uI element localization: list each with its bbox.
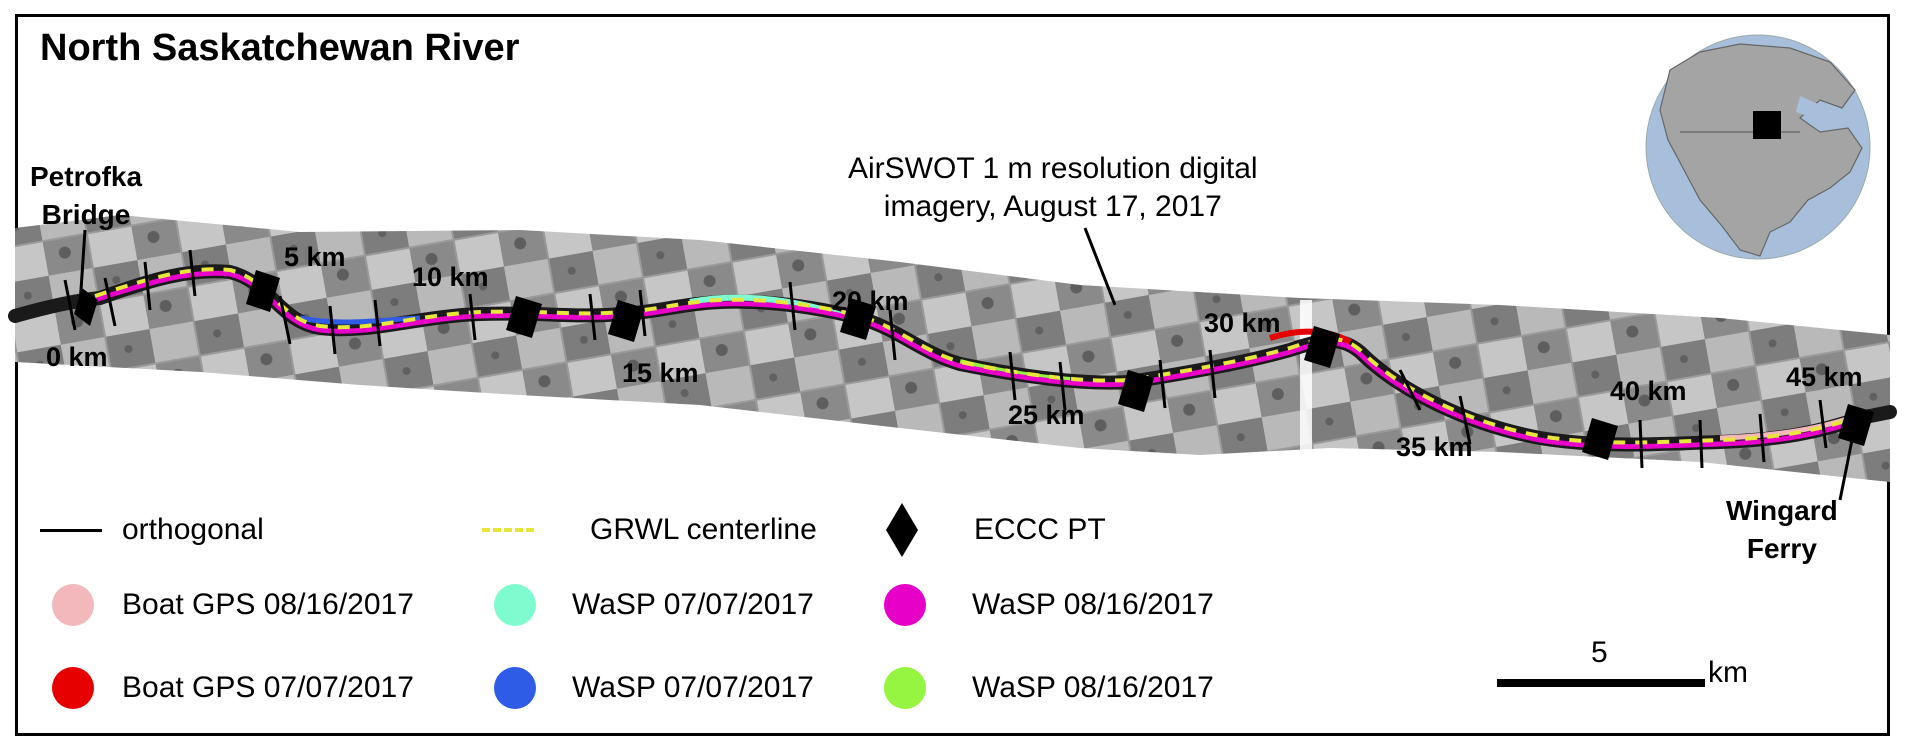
imagery-strip	[15, 215, 1890, 482]
legend-wasp-0707-blue: WaSP 07/07/2017	[494, 663, 814, 713]
imagery-note-line1: AirSWOT 1 m resolution digital	[848, 152, 1258, 185]
line-icon	[40, 528, 102, 532]
eccc-pt-marker	[506, 296, 542, 338]
circle-icon	[52, 667, 94, 709]
scale-bar-unit: km	[1708, 656, 1748, 689]
legend-label: Boat GPS 08/16/2017	[122, 588, 414, 621]
km-marker-15: 15 km	[622, 358, 699, 388]
legend-wasp-0816-lime: WaSP 08/16/2017	[884, 663, 1214, 713]
eccc-pt-marker	[1118, 370, 1154, 412]
km-marker-40: 40 km	[1610, 376, 1687, 406]
eccc-pt-marker	[1582, 418, 1618, 460]
legend-orthogonal: orthogonal	[40, 505, 264, 555]
start-place-label: Petrofka Bridge	[30, 158, 142, 234]
eccc-pt-marker	[1304, 326, 1340, 368]
start-place-line2: Bridge	[41, 199, 131, 230]
dashed-line-icon	[482, 528, 534, 532]
legend-label: WaSP 07/07/2017	[572, 588, 814, 621]
leader-lines	[78, 227, 1858, 501]
circle-icon	[494, 584, 536, 626]
legend-label: GRWL centerline	[590, 513, 817, 546]
circle-icon	[494, 667, 536, 709]
legend-wasp-0816-magenta: WaSP 08/16/2017	[884, 580, 1214, 630]
km-marker-10: 10 km	[412, 262, 489, 292]
km-marker-0: 0 km	[46, 342, 108, 372]
study-area-marker	[1753, 111, 1781, 139]
inset-globe	[1645, 34, 1871, 260]
end-place-line1: Wingard	[1726, 495, 1838, 526]
km-marker-25: 25 km	[1008, 400, 1085, 430]
end-place-line2: Ferry	[1746, 533, 1817, 564]
legend-boat-gps-0707: Boat GPS 07/07/2017	[52, 663, 414, 713]
legend-eccc-pt: ECCC PT	[886, 503, 1106, 557]
orthogonal-ticks	[63, 249, 1828, 469]
legend-label: ECCC PT	[974, 513, 1106, 546]
eccc-pt-marker	[840, 298, 876, 340]
legend-label: WaSP 08/16/2017	[972, 671, 1214, 704]
legend-grwl-centerline: GRWL centerline	[482, 505, 817, 555]
scale-bar	[1497, 679, 1705, 687]
legend-label: WaSP 08/16/2017	[972, 588, 1214, 621]
map-title: North Saskatchewan River	[40, 27, 520, 69]
land-mass	[1659, 43, 1863, 257]
diamond-icon	[886, 503, 918, 557]
km-marker-5: 5 km	[284, 242, 346, 272]
legend-label: Boat GPS 07/07/2017	[122, 671, 414, 704]
circle-icon	[884, 584, 926, 626]
wasp-0816-line	[94, 270, 1861, 449]
scale-bar-value: 5	[1591, 636, 1608, 669]
imagery-note-line2: imagery, August 17, 2017	[883, 190, 1222, 223]
eccc-pt-marker	[246, 270, 280, 312]
end-place-label: Wingard Ferry	[1726, 492, 1838, 568]
km-marker-45: 45 km	[1786, 362, 1863, 392]
circle-icon	[884, 667, 926, 709]
legend-boat-gps-0816: Boat GPS 08/16/2017	[52, 580, 414, 630]
km-marker-35: 35 km	[1396, 432, 1473, 462]
eccc-pt-marker	[608, 300, 644, 342]
legend-wasp-0707-cyan: WaSP 07/07/2017	[494, 580, 814, 630]
imagery-gap	[1300, 300, 1312, 450]
grwl-centerline	[94, 267, 1861, 445]
legend-label: WaSP 07/07/2017	[572, 671, 814, 704]
start-place-line1: Petrofka	[30, 161, 143, 192]
circle-icon	[52, 584, 94, 626]
imagery-note: AirSWOT 1 m resolution digital imagery, …	[848, 150, 1258, 226]
km-marker-20: 20 km	[832, 286, 909, 316]
eccc-pt-markers	[74, 270, 1874, 460]
km-marker-30: 30 km	[1204, 308, 1281, 338]
legend-label: orthogonal	[122, 513, 264, 546]
